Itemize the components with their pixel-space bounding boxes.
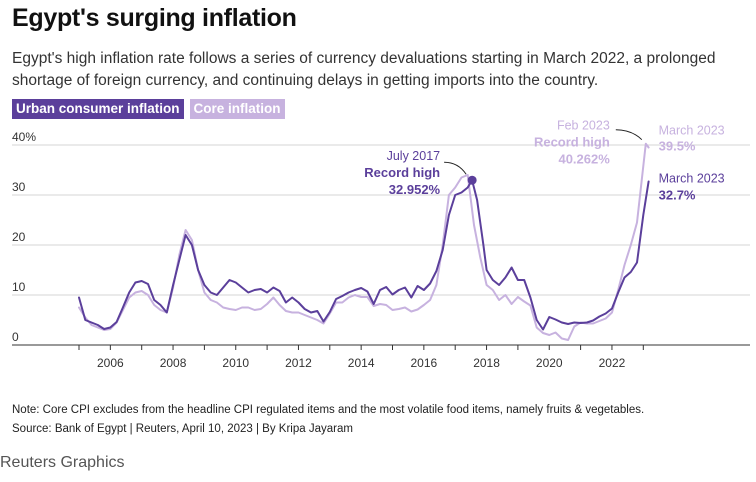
chart-note: Note: Core CPI excludes from the headlin… [12,404,645,416]
x-tick-label-2018: 2018 [473,356,500,370]
legend: Urban consumer inflation Core inflation [12,99,285,119]
x-tick-label-2006: 2006 [97,356,124,370]
urban-record-label: Record high [364,165,440,180]
chart-title: Egypt's surging inflation [12,4,297,32]
x-tick-label-2016: 2016 [410,356,437,370]
legend-urban-consumer-inflation: Urban consumer inflation [12,99,184,119]
y-tick-label-20: 20 [12,230,26,244]
y-tick-label-10: 10 [12,280,26,294]
x-tick-label-2008: 2008 [160,356,187,370]
urban-record-date: July 2017 [387,149,441,163]
x-tick-label-2014: 2014 [348,356,375,370]
urban-record-arrow [444,161,467,175]
urban-record-value: 32.952% [389,182,441,197]
series-line-urban [78,179,650,331]
y-tick-label-30: 30 [12,180,26,194]
core-record-date: Feb 2023 [557,119,610,133]
x-tick-label-2012: 2012 [285,356,312,370]
x-tick-label-2022: 2022 [599,356,626,370]
core-record-arrow [615,129,643,141]
chart-subtitle: Egypt's high inflation rate follows a se… [12,50,716,89]
core-record-label: Record high [534,135,610,150]
urban-latest-date: March 2023 [659,172,725,186]
urban-record-marker [467,175,477,185]
line-chart: 0 10 20 30 40% 2006 2008 2010 2012 2014 2016 2018 20… [12,119,750,370]
core-latest-date: March 2023 [659,124,725,138]
x-tick-label-2020: 2020 [536,356,563,370]
y-tick-label-40: 40% [12,130,36,144]
legend-core-inflation: Core inflation [189,99,285,119]
core-record-value: 40.262% [558,152,610,167]
brand-credit: Reuters Graphics [0,454,125,471]
core-latest-value: 39.5% [659,139,696,154]
x-tick-label-2010: 2010 [222,356,249,370]
y-tick-label-0: 0 [12,330,19,344]
chart-source: Source: Bank of Egypt | Reuters, April 1… [12,423,353,435]
urban-latest-value: 32.7% [659,188,696,203]
